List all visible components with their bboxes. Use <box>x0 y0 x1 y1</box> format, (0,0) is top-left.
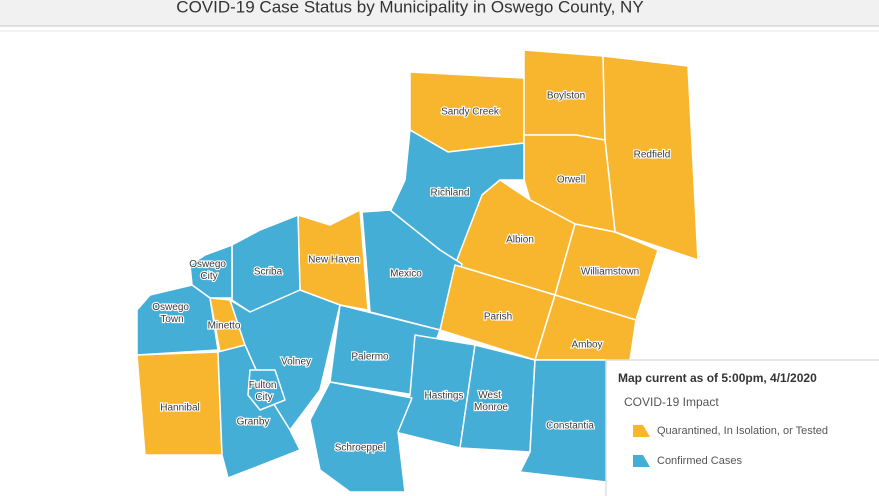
municipality-label: Amboy <box>571 340 602 351</box>
municipality-label: Hannibal <box>160 403 199 414</box>
label-layer: Sandy Creek Boylston Redfield Orwell Richlan… <box>151 90 671 455</box>
municipality-label: Schroeppel <box>335 443 386 454</box>
label-line: City <box>200 271 217 282</box>
municipality-label: Minetto <box>208 321 241 332</box>
municipality-label: Parish <box>484 312 512 323</box>
municipality <box>309 381 413 493</box>
municipality <box>519 359 607 483</box>
legend-date: Map current as of 5:00pm, 4/1/2020 <box>618 371 817 385</box>
label-line: Oswego <box>189 259 228 270</box>
legend-swatch <box>633 455 650 467</box>
legend-label: Confirmed Cases <box>657 455 742 467</box>
municipality-layer <box>136 49 699 493</box>
municipality-label: West Monroe <box>474 390 508 413</box>
municipality-label: Boylston <box>547 91 585 102</box>
page-title: COVID-19 Case Status by Municipality in … <box>176 0 643 16</box>
legend-swatch <box>633 425 650 437</box>
legend-box <box>605 359 879 496</box>
municipality-label: Richland <box>431 188 470 199</box>
municipality <box>217 344 301 479</box>
municipality-label: Orwell <box>557 175 585 186</box>
municipality-label: Hastings <box>425 391 464 402</box>
label-line: City <box>255 392 272 403</box>
legend-label: Quarantined, In Isolation, or Tested <box>657 425 828 437</box>
municipality-label: Constantia <box>546 421 594 432</box>
label-line: Monroe <box>474 402 508 413</box>
legend-items: Quarantined, In Isolation, or Tested Conf… <box>633 425 828 467</box>
legend-title: COVID-19 Impact <box>624 395 719 409</box>
municipality-label: Palermo <box>351 352 389 363</box>
label-line: Fulton <box>249 380 280 391</box>
municipality-label: New Haven <box>308 255 360 266</box>
municipality-label: Volney <box>281 357 311 368</box>
municipality-label: Albion <box>506 235 534 246</box>
municipality-label: Williamstown <box>581 267 639 278</box>
municipality <box>554 223 659 321</box>
municipality <box>247 369 286 411</box>
label-line: West <box>478 390 503 401</box>
legend: Map current as of 5:00pm, 4/1/2020 COVID… <box>605 359 879 496</box>
municipality <box>602 55 699 261</box>
municipality-label: Mexico <box>390 269 422 280</box>
label-line: Oswego <box>152 302 191 313</box>
label-line: Town <box>160 314 183 325</box>
municipality-label: Granby <box>237 417 270 428</box>
municipality-label: Oswego Town <box>152 302 191 325</box>
municipality-label: Oswego City <box>189 259 228 282</box>
title-bar <box>0 0 879 26</box>
municipality-label: Fulton City <box>249 380 280 403</box>
municipality-label: Redfield <box>634 150 671 161</box>
municipality <box>394 334 476 449</box>
municipality-label: Scriba <box>254 267 283 278</box>
municipality-label: Sandy Creek <box>441 107 500 118</box>
